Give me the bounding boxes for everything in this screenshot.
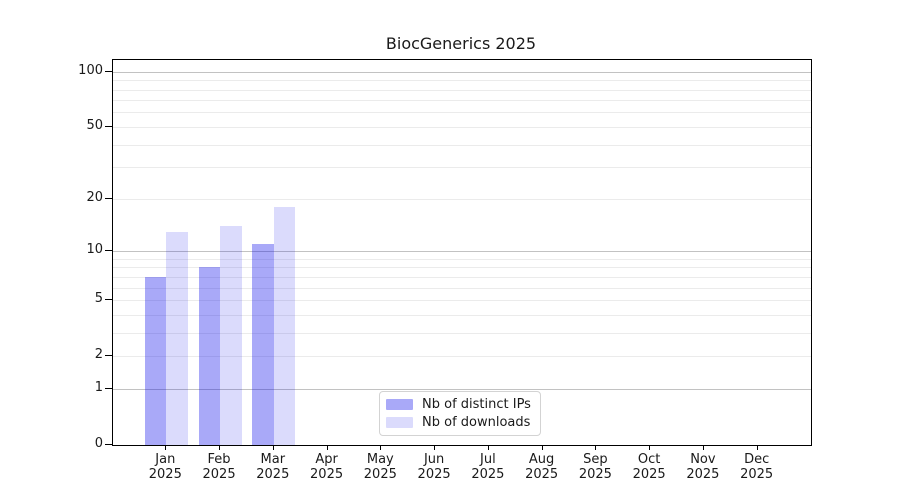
y-tick-mark-100 <box>105 70 112 72</box>
gridline-y-20 <box>113 198 811 200</box>
gridline-y-3 <box>113 332 811 334</box>
gridline-y-1 <box>113 388 811 390</box>
bar-nb-of-distinct-ips-mar-2025 <box>252 244 274 445</box>
gridline-y-90 <box>113 80 811 82</box>
x-tick-label-line: 2025 <box>202 467 236 482</box>
x-tick-label-line: 2025 <box>686 467 720 482</box>
x-tick-label-line: Mar <box>260 452 286 467</box>
x-tick-label-jun-2025: Jun 2025 <box>402 452 466 482</box>
y-tick-mark-1 <box>105 387 112 389</box>
x-tick-mark-nov-2025 <box>702 445 704 450</box>
gridline-y-60 <box>113 112 811 114</box>
gridline-y-40 <box>113 144 811 146</box>
legend-item-nb-of-distinct-ips: Nb of distinct IPs <box>386 397 531 412</box>
bar-nb-of-downloads-feb-2025 <box>220 225 242 445</box>
x-tick-label-line: Jan <box>155 452 176 467</box>
gridline-y-100 <box>113 71 811 73</box>
x-tick-mark-oct-2025 <box>649 445 651 450</box>
x-tick-label-line: Oct <box>637 452 661 467</box>
y-tick-mark-20 <box>105 197 112 199</box>
x-tick-mark-aug-2025 <box>541 445 543 450</box>
x-tick-mark-mar-2025 <box>272 445 274 450</box>
gridline-y-8 <box>113 267 811 269</box>
x-tick-label-line: 2025 <box>363 467 397 482</box>
gridline-y-50 <box>113 126 811 128</box>
x-tick-label-oct-2025: Oct 2025 <box>617 452 681 482</box>
gridline-y-10 <box>113 251 811 253</box>
x-tick-label-line: 2025 <box>740 467 774 482</box>
x-tick-mark-feb-2025 <box>219 445 221 450</box>
x-tick-label-line: 2025 <box>471 467 505 482</box>
legend-swatch-icon <box>386 399 413 410</box>
legend-item-nb-of-downloads: Nb of downloads <box>386 415 531 430</box>
gridline-y-4 <box>113 314 811 316</box>
x-tick-mark-jan-2025 <box>165 445 167 450</box>
x-tick-mark-jun-2025 <box>434 445 436 450</box>
x-tick-label-apr-2025: Apr 2025 <box>295 452 359 482</box>
x-tick-label-line: Jun <box>423 452 445 467</box>
x-tick-label-line: 2025 <box>417 467 451 482</box>
x-tick-label-feb-2025: Feb 2025 <box>187 452 251 482</box>
y-tick-mark-5 <box>105 299 112 301</box>
gridline-y-5 <box>113 300 811 302</box>
x-tick-label-may-2025: May 2025 <box>348 452 412 482</box>
gridline-y-2 <box>113 356 811 358</box>
x-tick-label-line: 2025 <box>632 467 666 482</box>
x-tick-label-sep-2025: Sep 2025 <box>563 452 627 482</box>
plot-area <box>112 59 812 446</box>
x-tick-label-line: 2025 <box>256 467 290 482</box>
x-tick-label-line: Feb <box>207 452 231 467</box>
y-tick-mark-2 <box>105 355 112 357</box>
legend: Nb of distinct IPs Nb of downloads <box>379 391 541 436</box>
y-tick-label-10: 10 <box>86 242 103 258</box>
x-tick-label-line: 2025 <box>148 467 182 482</box>
gridline-y-70 <box>113 100 811 102</box>
y-tick-label-100: 100 <box>78 62 103 78</box>
bar-nb-of-distinct-ips-jan-2025 <box>144 276 167 445</box>
y-tick-mark-50 <box>105 125 112 127</box>
x-tick-label-line: Apr <box>315 452 338 467</box>
x-tick-label-mar-2025: Mar 2025 <box>241 452 305 482</box>
x-tick-label-line: 2025 <box>525 467 559 482</box>
x-tick-label-nov-2025: Nov 2025 <box>671 452 735 482</box>
x-tick-label-jan-2025: Jan 2025 <box>133 452 197 482</box>
y-tick-label-20: 20 <box>86 189 103 205</box>
y-tick-label-5: 5 <box>94 291 103 307</box>
y-tick-label-1: 1 <box>94 379 103 395</box>
x-tick-mark-sep-2025 <box>595 445 597 450</box>
gridline-y-30 <box>113 167 811 169</box>
x-tick-label-line: 2025 <box>578 467 612 482</box>
x-tick-mark-dec-2025 <box>756 445 758 450</box>
x-tick-label-line: May <box>366 452 394 467</box>
chart-title: BiocGenerics 2025 <box>385 34 537 53</box>
y-tick-label-2: 2 <box>94 347 103 363</box>
x-tick-mark-apr-2025 <box>326 445 328 450</box>
gridline-y-9 <box>113 258 811 260</box>
x-tick-label-line: Aug <box>528 452 555 467</box>
bar-nb-of-downloads-jan-2025 <box>166 231 188 445</box>
legend-label: Nb of distinct IPs <box>422 397 531 412</box>
x-tick-mark-may-2025 <box>380 445 382 450</box>
x-tick-label-aug-2025: Aug 2025 <box>510 452 574 482</box>
y-tick-mark-0 <box>105 444 112 445</box>
gridline-y-6 <box>113 287 811 289</box>
x-tick-label-line: Nov <box>690 452 716 467</box>
x-tick-label-dec-2025: Dec 2025 <box>725 452 789 482</box>
x-tick-label-jul-2025: Jul 2025 <box>456 452 520 482</box>
y-tick-mark-10 <box>105 250 112 252</box>
gridline-y-80 <box>113 89 811 91</box>
y-tick-label-50: 50 <box>86 117 103 133</box>
x-tick-label-line: Dec <box>744 452 770 467</box>
bar-nb-of-distinct-ips-feb-2025 <box>198 267 221 445</box>
x-tick-label-line: Sep <box>583 452 608 467</box>
gridline-y-7 <box>113 276 811 278</box>
legend-swatch-icon <box>386 417 413 428</box>
x-tick-label-line: 2025 <box>310 467 344 482</box>
x-tick-label-line: Jul <box>480 452 496 467</box>
bar-nb-of-downloads-mar-2025 <box>273 206 296 445</box>
x-tick-mark-jul-2025 <box>487 445 489 450</box>
legend-label: Nb of downloads <box>422 415 531 430</box>
y-tick-label-0: 0 <box>94 436 103 451</box>
